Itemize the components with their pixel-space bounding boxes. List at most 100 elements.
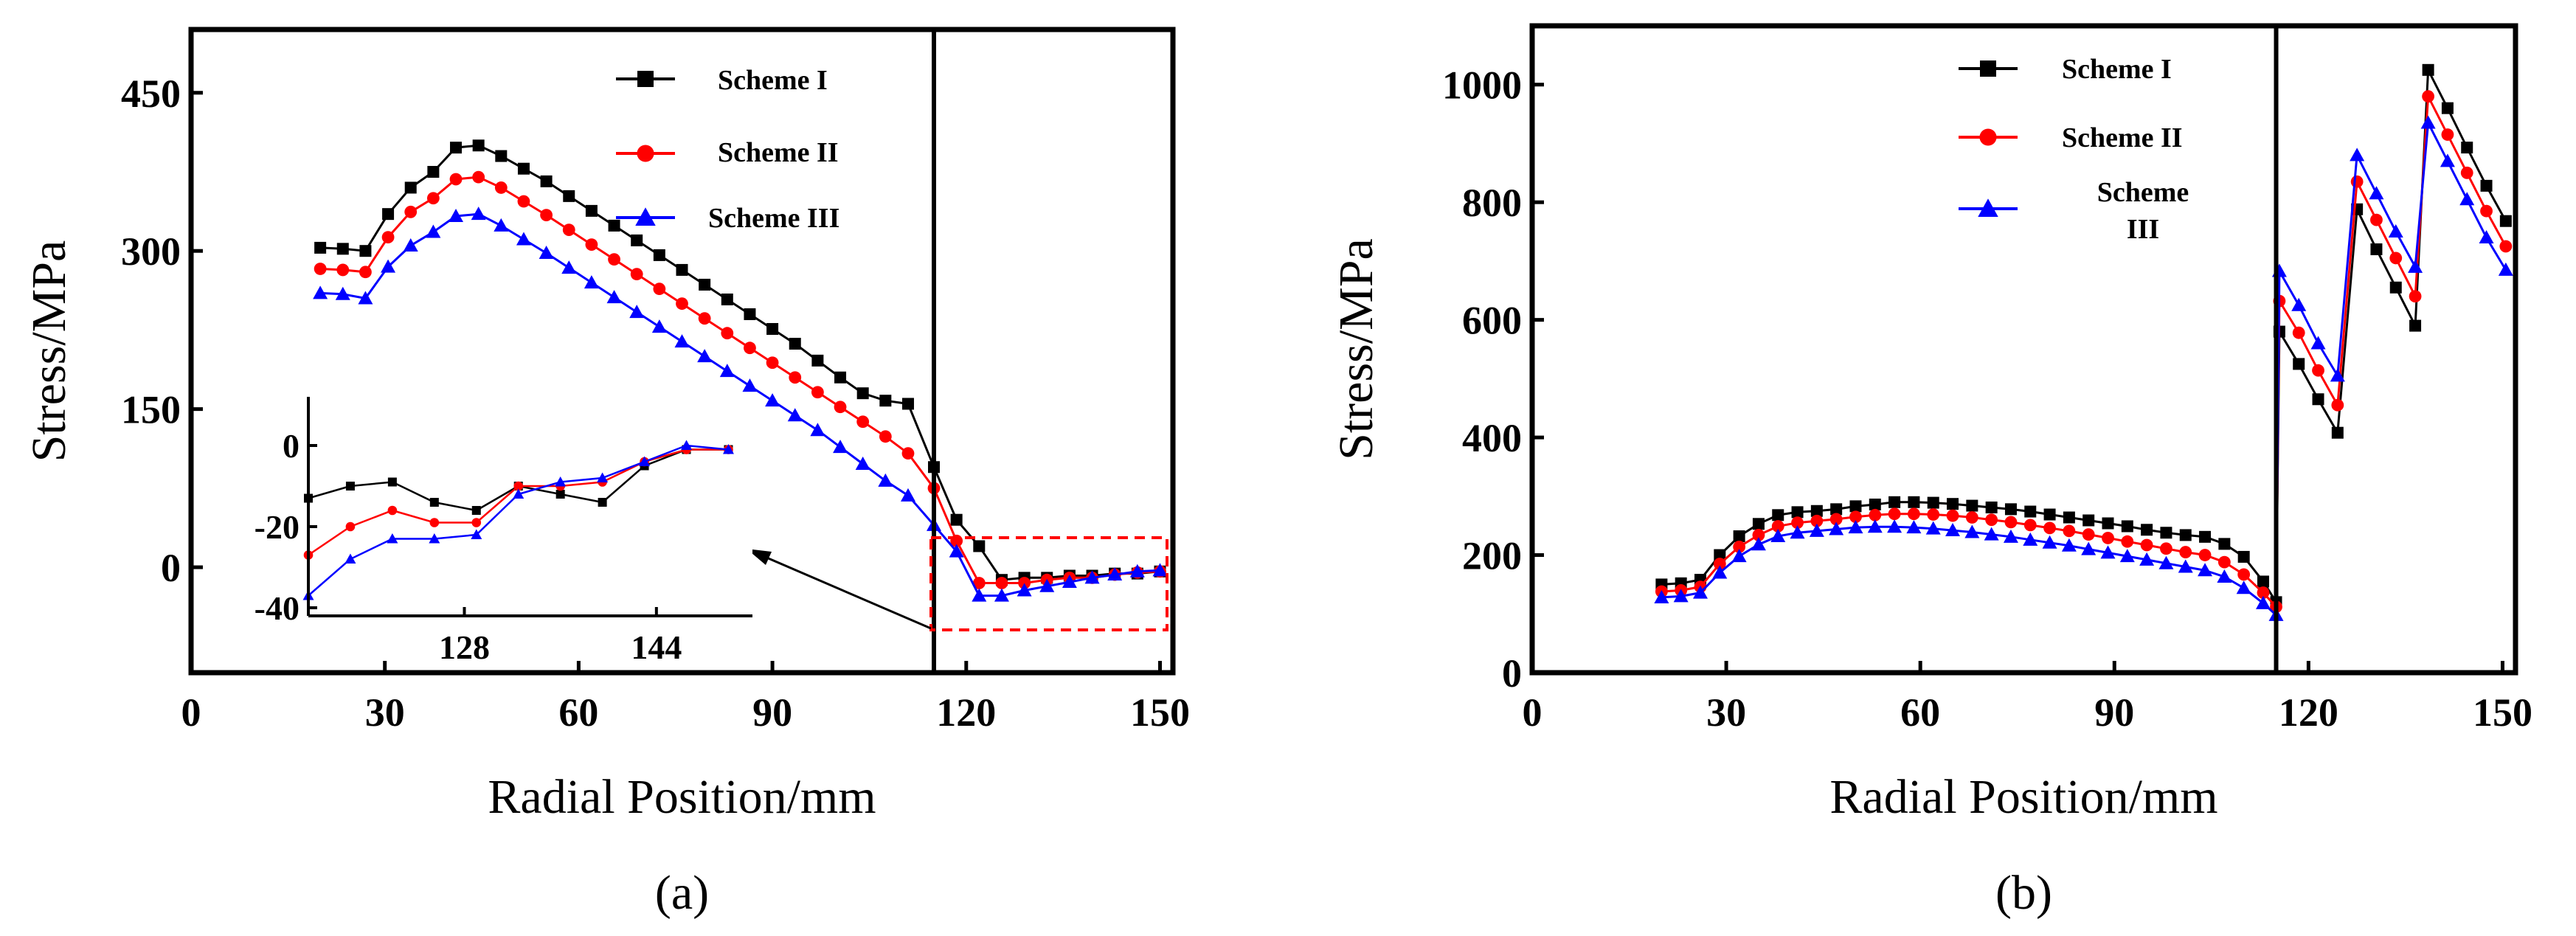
- data-point-scheme-2: [789, 371, 802, 384]
- data-point-scheme-3: [2479, 230, 2494, 244]
- inset-data-point-scheme-3: [681, 440, 693, 450]
- panel-label: (b): [1995, 866, 2052, 920]
- data-point-scheme-2: [2499, 240, 2513, 253]
- data-point-scheme-3: [787, 408, 803, 422]
- data-point-scheme-2: [1713, 558, 1726, 570]
- data-point-scheme-1: [1927, 496, 1939, 509]
- data-point-scheme-1: [653, 249, 665, 261]
- data-point-scheme-3: [381, 259, 396, 273]
- data-point-scheme-1: [1985, 501, 1998, 513]
- legend-label-scheme-3: Scheme III: [708, 203, 839, 234]
- data-point-scheme-3: [2388, 224, 2403, 238]
- data-point-scheme-3: [2217, 569, 2232, 583]
- legend-marker-scheme-2: [637, 145, 654, 162]
- data-point-scheme-3: [900, 488, 915, 502]
- data-point-scheme-2: [2102, 532, 2114, 544]
- data-point-scheme-3: [765, 393, 780, 407]
- data-point-scheme-2: [1733, 540, 1746, 553]
- series-scheme-1-p2: [1655, 63, 2512, 609]
- data-point-scheme-3: [494, 218, 509, 232]
- chart-panel-2: 0 30 60 90 120 150 0 200 400 600 800 1000 Radial Pos…: [1329, 23, 2532, 920]
- data-point-scheme-3: [2100, 545, 2116, 559]
- data-point-scheme-2: [698, 312, 711, 325]
- inset-series-scheme-3: [302, 440, 734, 600]
- data-point-scheme-1: [563, 190, 575, 202]
- data-point-scheme-2: [653, 282, 666, 296]
- data-point-scheme-2: [472, 170, 485, 184]
- y-tick-label: 0: [161, 546, 181, 590]
- data-point-scheme-2: [494, 181, 508, 194]
- data-point-scheme-1: [359, 245, 372, 257]
- data-point-scheme-3: [949, 544, 964, 558]
- data-point-scheme-1: [2480, 179, 2493, 192]
- x-tick-label: 90: [2094, 690, 2134, 735]
- inset-data-point-scheme-2: [471, 518, 482, 527]
- data-point-scheme-3: [1848, 520, 1863, 534]
- legend-label-scheme-1: Scheme I: [2062, 54, 2172, 85]
- data-point-scheme-3: [2119, 549, 2135, 563]
- data-point-scheme-1: [2121, 520, 2133, 533]
- data-point-scheme-2: [336, 263, 350, 277]
- data-point-scheme-2: [1829, 513, 1843, 526]
- legend-label-scheme-3: Scheme: [2097, 177, 2189, 208]
- data-point-scheme-2: [2350, 175, 2364, 188]
- data-point-scheme-2: [2460, 166, 2473, 179]
- data-point-scheme-3: [1751, 537, 1766, 551]
- data-point-scheme-1: [2237, 550, 2250, 563]
- data-point-scheme-3: [810, 423, 825, 437]
- data-point-scheme-3: [2081, 541, 2097, 555]
- data-point-scheme-1: [1908, 496, 1920, 508]
- x-tick-label: 120: [936, 690, 996, 735]
- data-point-scheme-3: [2330, 368, 2345, 382]
- data-point-scheme-2: [2198, 549, 2212, 561]
- data-point-scheme-3: [358, 291, 373, 305]
- data-point-scheme-3: [2042, 535, 2057, 549]
- data-point-scheme-1: [2441, 102, 2454, 114]
- legend-marker-scheme-3: [635, 207, 656, 226]
- data-point-scheme-1: [856, 387, 869, 400]
- data-point-scheme-3: [1039, 578, 1055, 592]
- data-point-scheme-2: [2179, 546, 2192, 558]
- data-point-scheme-3: [674, 334, 690, 348]
- data-point-scheme-1: [766, 322, 779, 335]
- data-point-scheme-1: [721, 293, 733, 305]
- data-point-scheme-3: [972, 588, 987, 602]
- y-tick-label: 1000: [1442, 63, 1522, 108]
- data-point-scheme-3: [1712, 565, 1728, 579]
- inset-data-point-scheme-1: [429, 498, 439, 507]
- data-point-scheme-1: [2160, 527, 2172, 539]
- series-scheme-3-p2: [1654, 115, 2513, 621]
- data-point-scheme-1: [2499, 215, 2512, 227]
- data-point-scheme-1: [2043, 508, 2056, 521]
- y-tick-label: 450: [121, 72, 181, 116]
- data-point-scheme-2: [2121, 535, 2134, 548]
- data-point-scheme-3: [313, 285, 328, 299]
- data-point-scheme-2: [630, 268, 643, 281]
- data-point-scheme-2: [404, 205, 418, 218]
- legend: Scheme I Scheme II Scheme III: [1959, 54, 2189, 245]
- data-point-scheme-2: [2237, 568, 2251, 581]
- data-point-scheme-1: [834, 371, 847, 384]
- data-point-scheme-2: [426, 192, 440, 205]
- data-point-scheme-3: [471, 207, 486, 221]
- data-point-scheme-2: [1888, 507, 1901, 521]
- data-point-scheme-1: [1772, 509, 1784, 521]
- inset-data-point-scheme-2: [345, 521, 356, 532]
- inset-data-point-scheme-1: [387, 477, 397, 487]
- legend-label-scheme-1: Scheme I: [718, 65, 828, 96]
- data-point-scheme-1: [336, 243, 349, 255]
- data-point-scheme-1: [382, 208, 395, 221]
- data-point-scheme-2: [2480, 204, 2493, 218]
- chart-panel-0: 0 30 60 90 120 150 0 150 300 450 Radial Position/m…: [22, 27, 1190, 920]
- data-point-scheme-1: [2004, 503, 2017, 516]
- data-point-scheme-2: [2292, 326, 2305, 339]
- data-point-scheme-2: [1946, 509, 1959, 522]
- x-tick-label: 90: [752, 690, 792, 735]
- data-point-scheme-3: [449, 209, 464, 223]
- data-point-scheme-2: [995, 577, 1008, 589]
- plot-frame: [1529, 23, 2518, 676]
- data-point-scheme-2: [2409, 290, 2422, 303]
- data-point-scheme-2: [879, 430, 892, 443]
- data-point-scheme-2: [721, 327, 734, 340]
